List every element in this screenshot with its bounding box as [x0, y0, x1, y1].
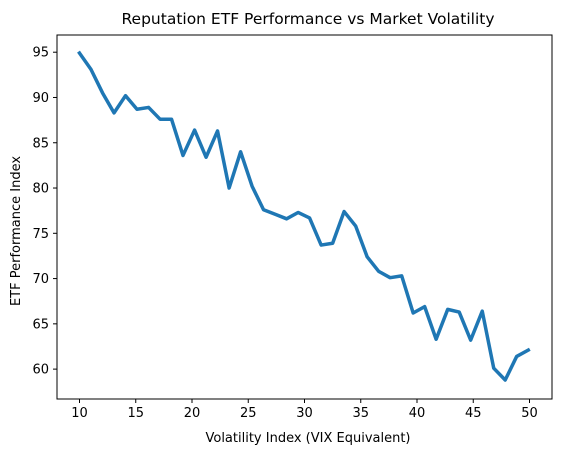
- y-tick-label: 60: [32, 363, 49, 378]
- series-lines: [77, 50, 531, 382]
- x-tick-label: 40: [409, 406, 426, 421]
- y-tick-label: 70: [32, 272, 49, 287]
- x-tick-label: 25: [240, 406, 257, 421]
- y-tick-label: 65: [32, 317, 49, 332]
- series-line: [77, 50, 531, 382]
- y-tick-label: 90: [32, 91, 49, 106]
- y-tick-label: 75: [32, 227, 49, 242]
- y-axis-label: ETF Performance Index: [9, 156, 24, 306]
- x-tick-label: 50: [521, 406, 538, 421]
- x-tick-label: 10: [71, 406, 88, 421]
- chart-title: Reputation ETF Performance vs Market Vol…: [121, 10, 494, 28]
- x-tick-label: 15: [127, 406, 144, 421]
- x-tick-label: 45: [465, 406, 482, 421]
- x-axis-label: Volatility Index (VIX Equivalent): [205, 431, 410, 446]
- y-axis-ticks: 60 65 70 75 80 85 90 95: [32, 46, 57, 378]
- y-tick-label: 85: [32, 136, 49, 151]
- x-tick-label: 20: [184, 406, 201, 421]
- x-tick-label: 30: [296, 406, 313, 421]
- x-tick-label: 35: [352, 406, 369, 421]
- y-tick-label: 80: [32, 182, 49, 197]
- y-tick-label: 95: [32, 46, 49, 61]
- x-axis-ticks: 10 15 20 25 30 35 40 45 50: [71, 399, 538, 421]
